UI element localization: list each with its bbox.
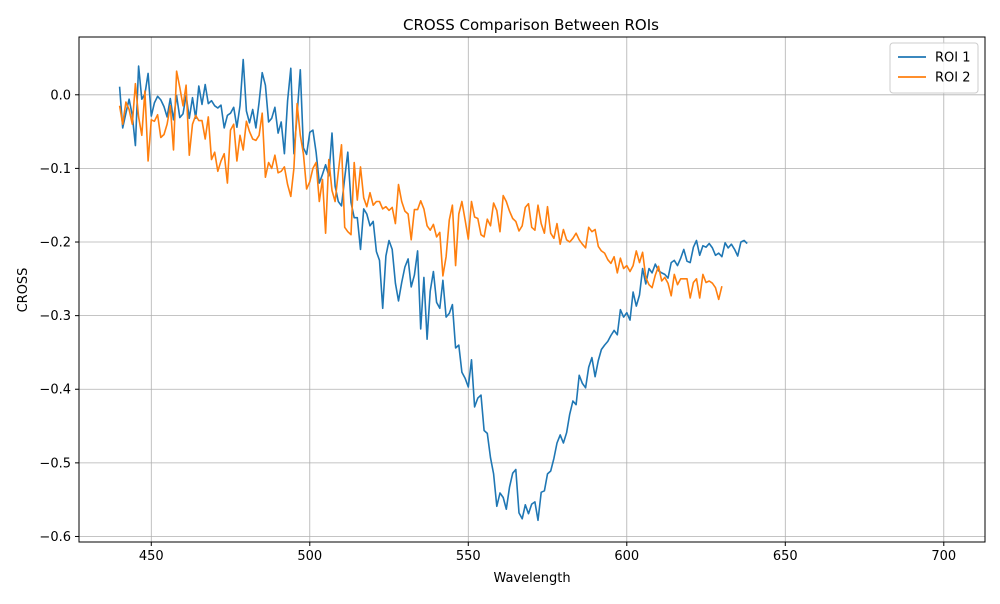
series-line-2 <box>118 70 723 301</box>
y-tick-label: −0.5 <box>39 456 71 471</box>
y-tick-label: −0.6 <box>39 530 71 545</box>
x-axis-label: Wavelength <box>493 571 570 586</box>
x-tick-label: 550 <box>456 549 481 564</box>
y-axis-label: CROSS <box>16 268 31 313</box>
y-tick-label: −0.1 <box>39 162 71 177</box>
legend-box <box>889 42 979 94</box>
x-tick-label: 600 <box>614 549 639 564</box>
plot-frame <box>78 36 986 543</box>
grid <box>79 37 985 542</box>
x-tick-label: 650 <box>773 549 798 564</box>
chart-title: CROSS Comparison Between ROIs <box>403 16 659 34</box>
y-tick-label: −0.3 <box>39 309 71 324</box>
y-tick-label: −0.4 <box>39 383 71 398</box>
x-tick-label: 700 <box>931 549 956 564</box>
y-tick-label: −0.2 <box>39 236 71 251</box>
legend-label: ROI 1 <box>935 51 971 66</box>
y-axis: 0.0 −0.1 −0.2 −0.3 −0.4 −0.5 −0.6 <box>39 88 79 545</box>
series-line-1 <box>118 58 748 522</box>
series-layer <box>118 58 748 522</box>
legend-label: ROI 2 <box>935 71 971 86</box>
x-axis: 450 500 550 600 650 700 <box>139 542 956 564</box>
x-tick-label: 450 <box>139 549 164 564</box>
x-tick-label: 500 <box>297 549 322 564</box>
y-tick-label: 0.0 <box>50 88 71 103</box>
legend: ROI 1 ROI 2 <box>889 42 979 94</box>
